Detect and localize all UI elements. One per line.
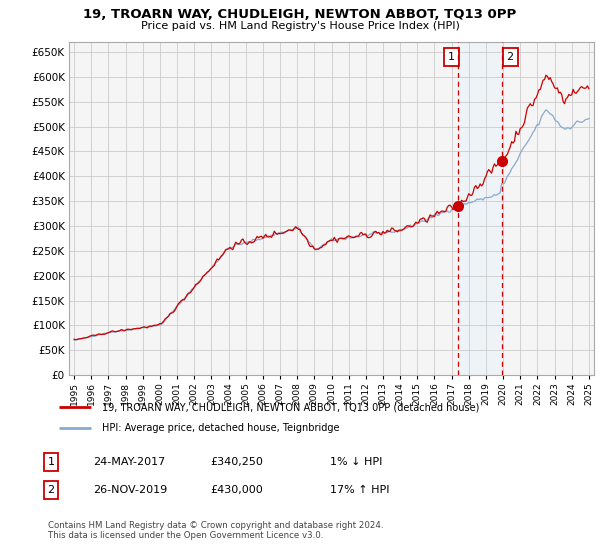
Text: HPI: Average price, detached house, Teignbridge: HPI: Average price, detached house, Teig… xyxy=(102,423,340,433)
Text: Price paid vs. HM Land Registry's House Price Index (HPI): Price paid vs. HM Land Registry's House … xyxy=(140,21,460,31)
Text: Contains HM Land Registry data © Crown copyright and database right 2024.
This d: Contains HM Land Registry data © Crown c… xyxy=(48,521,383,540)
Text: 19, TROARN WAY, CHUDLEIGH, NEWTON ABBOT, TQ13 0PP: 19, TROARN WAY, CHUDLEIGH, NEWTON ABBOT,… xyxy=(83,8,517,21)
Bar xyxy=(458,42,502,375)
Text: 24-MAY-2017: 24-MAY-2017 xyxy=(93,457,165,467)
Text: 26-NOV-2019: 26-NOV-2019 xyxy=(93,485,167,495)
Text: 1: 1 xyxy=(47,457,55,467)
Text: 19, TROARN WAY, CHUDLEIGH, NEWTON ABBOT, TQ13 0PP (detached house): 19, TROARN WAY, CHUDLEIGH, NEWTON ABBOT,… xyxy=(102,402,479,412)
Text: 1: 1 xyxy=(448,52,455,62)
Text: 17% ↑ HPI: 17% ↑ HPI xyxy=(330,485,389,495)
Text: 2: 2 xyxy=(506,52,514,62)
Text: 1% ↓ HPI: 1% ↓ HPI xyxy=(330,457,382,467)
Text: 2: 2 xyxy=(47,485,55,495)
Text: £430,000: £430,000 xyxy=(210,485,263,495)
Text: £340,250: £340,250 xyxy=(210,457,263,467)
